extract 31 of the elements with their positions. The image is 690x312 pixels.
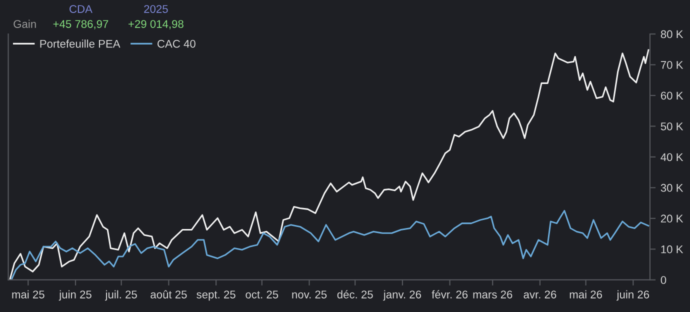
legend-label: Portefeuille PEA	[40, 40, 120, 48]
y-tick-label: 10 K	[661, 245, 684, 254]
text: 2025	[144, 5, 168, 13]
legend-label: CAC 40	[158, 40, 196, 48]
text: +29 014,98	[128, 20, 184, 30]
y-tick-label: 60 K	[660, 92, 684, 100]
x-tick-label: août 25	[150, 290, 187, 298]
y-tick-label: 30 K	[660, 184, 684, 192]
y-tick-label: 40 K	[660, 153, 684, 162]
line-series	[10, 210, 650, 280]
x-tick-label: sept. 25	[196, 290, 236, 301]
text: +45 786,97	[53, 20, 108, 30]
y-tick-label: 70 K	[660, 61, 684, 69]
text: Gain	[14, 20, 36, 28]
x-tick-label: mars 26	[473, 290, 512, 298]
x-tick-label: janv. 26	[383, 290, 422, 301]
x-tick-label: mai 25	[12, 290, 44, 298]
x-tick-label: juin 25	[58, 290, 92, 301]
x-tick-label: oct. 25	[246, 290, 278, 298]
y-tick-label: 20 K	[660, 214, 684, 223]
y-tick-label: 80 K	[660, 30, 684, 38]
x-tick-label: nov. 25	[292, 290, 327, 298]
y-tick-label: 50 K	[660, 122, 684, 130]
x-tick-label: mai 26	[570, 290, 602, 298]
x-tick-label: févr. 26	[432, 290, 468, 298]
x-tick-label: juin 26	[616, 290, 650, 301]
y-tick-label: 0	[660, 276, 666, 284]
x-tick-label: juil. 25	[105, 290, 137, 301]
x-tick-label: avr. 26	[524, 290, 556, 298]
text: CDA	[70, 5, 92, 13]
x-tick-label: déc. 25	[337, 290, 373, 298]
